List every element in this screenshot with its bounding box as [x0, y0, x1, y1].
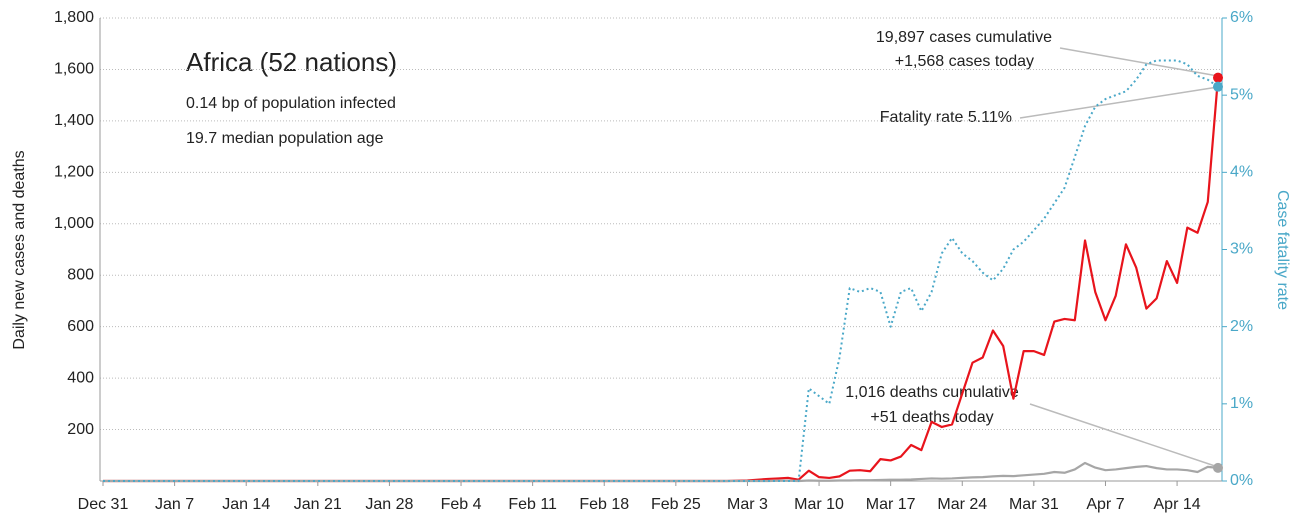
x-tick-label: Feb 18 — [579, 496, 629, 513]
y-tick-label: 1,000 — [54, 215, 94, 232]
end-marker — [1213, 462, 1223, 473]
line — [103, 461, 1219, 483]
y-tick-label: 400 — [67, 369, 94, 386]
annotation: 0.14 bp of population infected — [186, 95, 396, 112]
x-tick-label: Mar 24 — [937, 496, 987, 513]
leader-line — [1059, 47, 1219, 77]
x-tick-label: Jan 7 — [155, 496, 194, 513]
annotation: 19.7 median population age — [186, 130, 384, 147]
y2-tick-label: 1% — [1230, 395, 1253, 412]
y2-tick-label: 6% — [1230, 9, 1253, 26]
line — [103, 59, 1219, 482]
x-tick-label: Jan 28 — [365, 496, 413, 513]
x-tick-label: Mar 3 — [727, 496, 768, 513]
y-axis-label: Daily new cases and deaths — [11, 150, 28, 349]
leader-line — [1029, 403, 1219, 468]
x-tick-label: Jan 21 — [294, 496, 342, 513]
x-tick-label: Mar 10 — [794, 496, 844, 513]
y2-tick-label: 2% — [1230, 318, 1253, 335]
end-marker — [1213, 72, 1223, 83]
x-tick-label: Dec 31 — [78, 496, 129, 513]
y-tick-label: 1,400 — [54, 112, 94, 129]
x-tick-label: Feb 4 — [441, 496, 482, 513]
end-marker — [1213, 81, 1223, 92]
y2-tick-label: 5% — [1230, 86, 1253, 103]
x-tick-label: Apr 7 — [1086, 496, 1124, 513]
chart-title: Africa (52 nations) — [186, 47, 397, 77]
y-tick-label: 600 — [67, 318, 94, 335]
annotation: 1,016 deaths cumulative — [845, 384, 1019, 401]
y-tick-label: 1,200 — [54, 164, 94, 181]
x-tick-label: Apr 14 — [1154, 496, 1201, 513]
annotation: Fatality rate 5.11% — [880, 109, 1012, 126]
y2-tick-label: 0% — [1230, 472, 1253, 489]
annotation: +51 deaths today — [870, 409, 993, 426]
y-tick-label: 1,800 — [54, 9, 94, 26]
x-tick-label: Mar 31 — [1009, 496, 1059, 513]
x-tick-label: Feb 25 — [651, 496, 701, 513]
y2-tick-label: 4% — [1230, 164, 1253, 181]
annotation: 19,897 cases cumulative — [876, 29, 1052, 46]
y-tick-label: 1,600 — [54, 61, 94, 78]
y-tick-label: 200 — [67, 421, 94, 438]
x-tick-label: Jan 14 — [222, 496, 270, 513]
y-tick-label: 800 — [67, 266, 94, 283]
x-tick-label: Feb 11 — [508, 496, 557, 513]
x-tick-label: Mar 17 — [866, 496, 916, 513]
annotation: +1,568 cases today — [895, 53, 1034, 70]
y2-tick-label: 3% — [1230, 241, 1253, 258]
leader-line — [1019, 86, 1219, 119]
y2-axis-label: Case fatality rate — [1274, 190, 1291, 310]
